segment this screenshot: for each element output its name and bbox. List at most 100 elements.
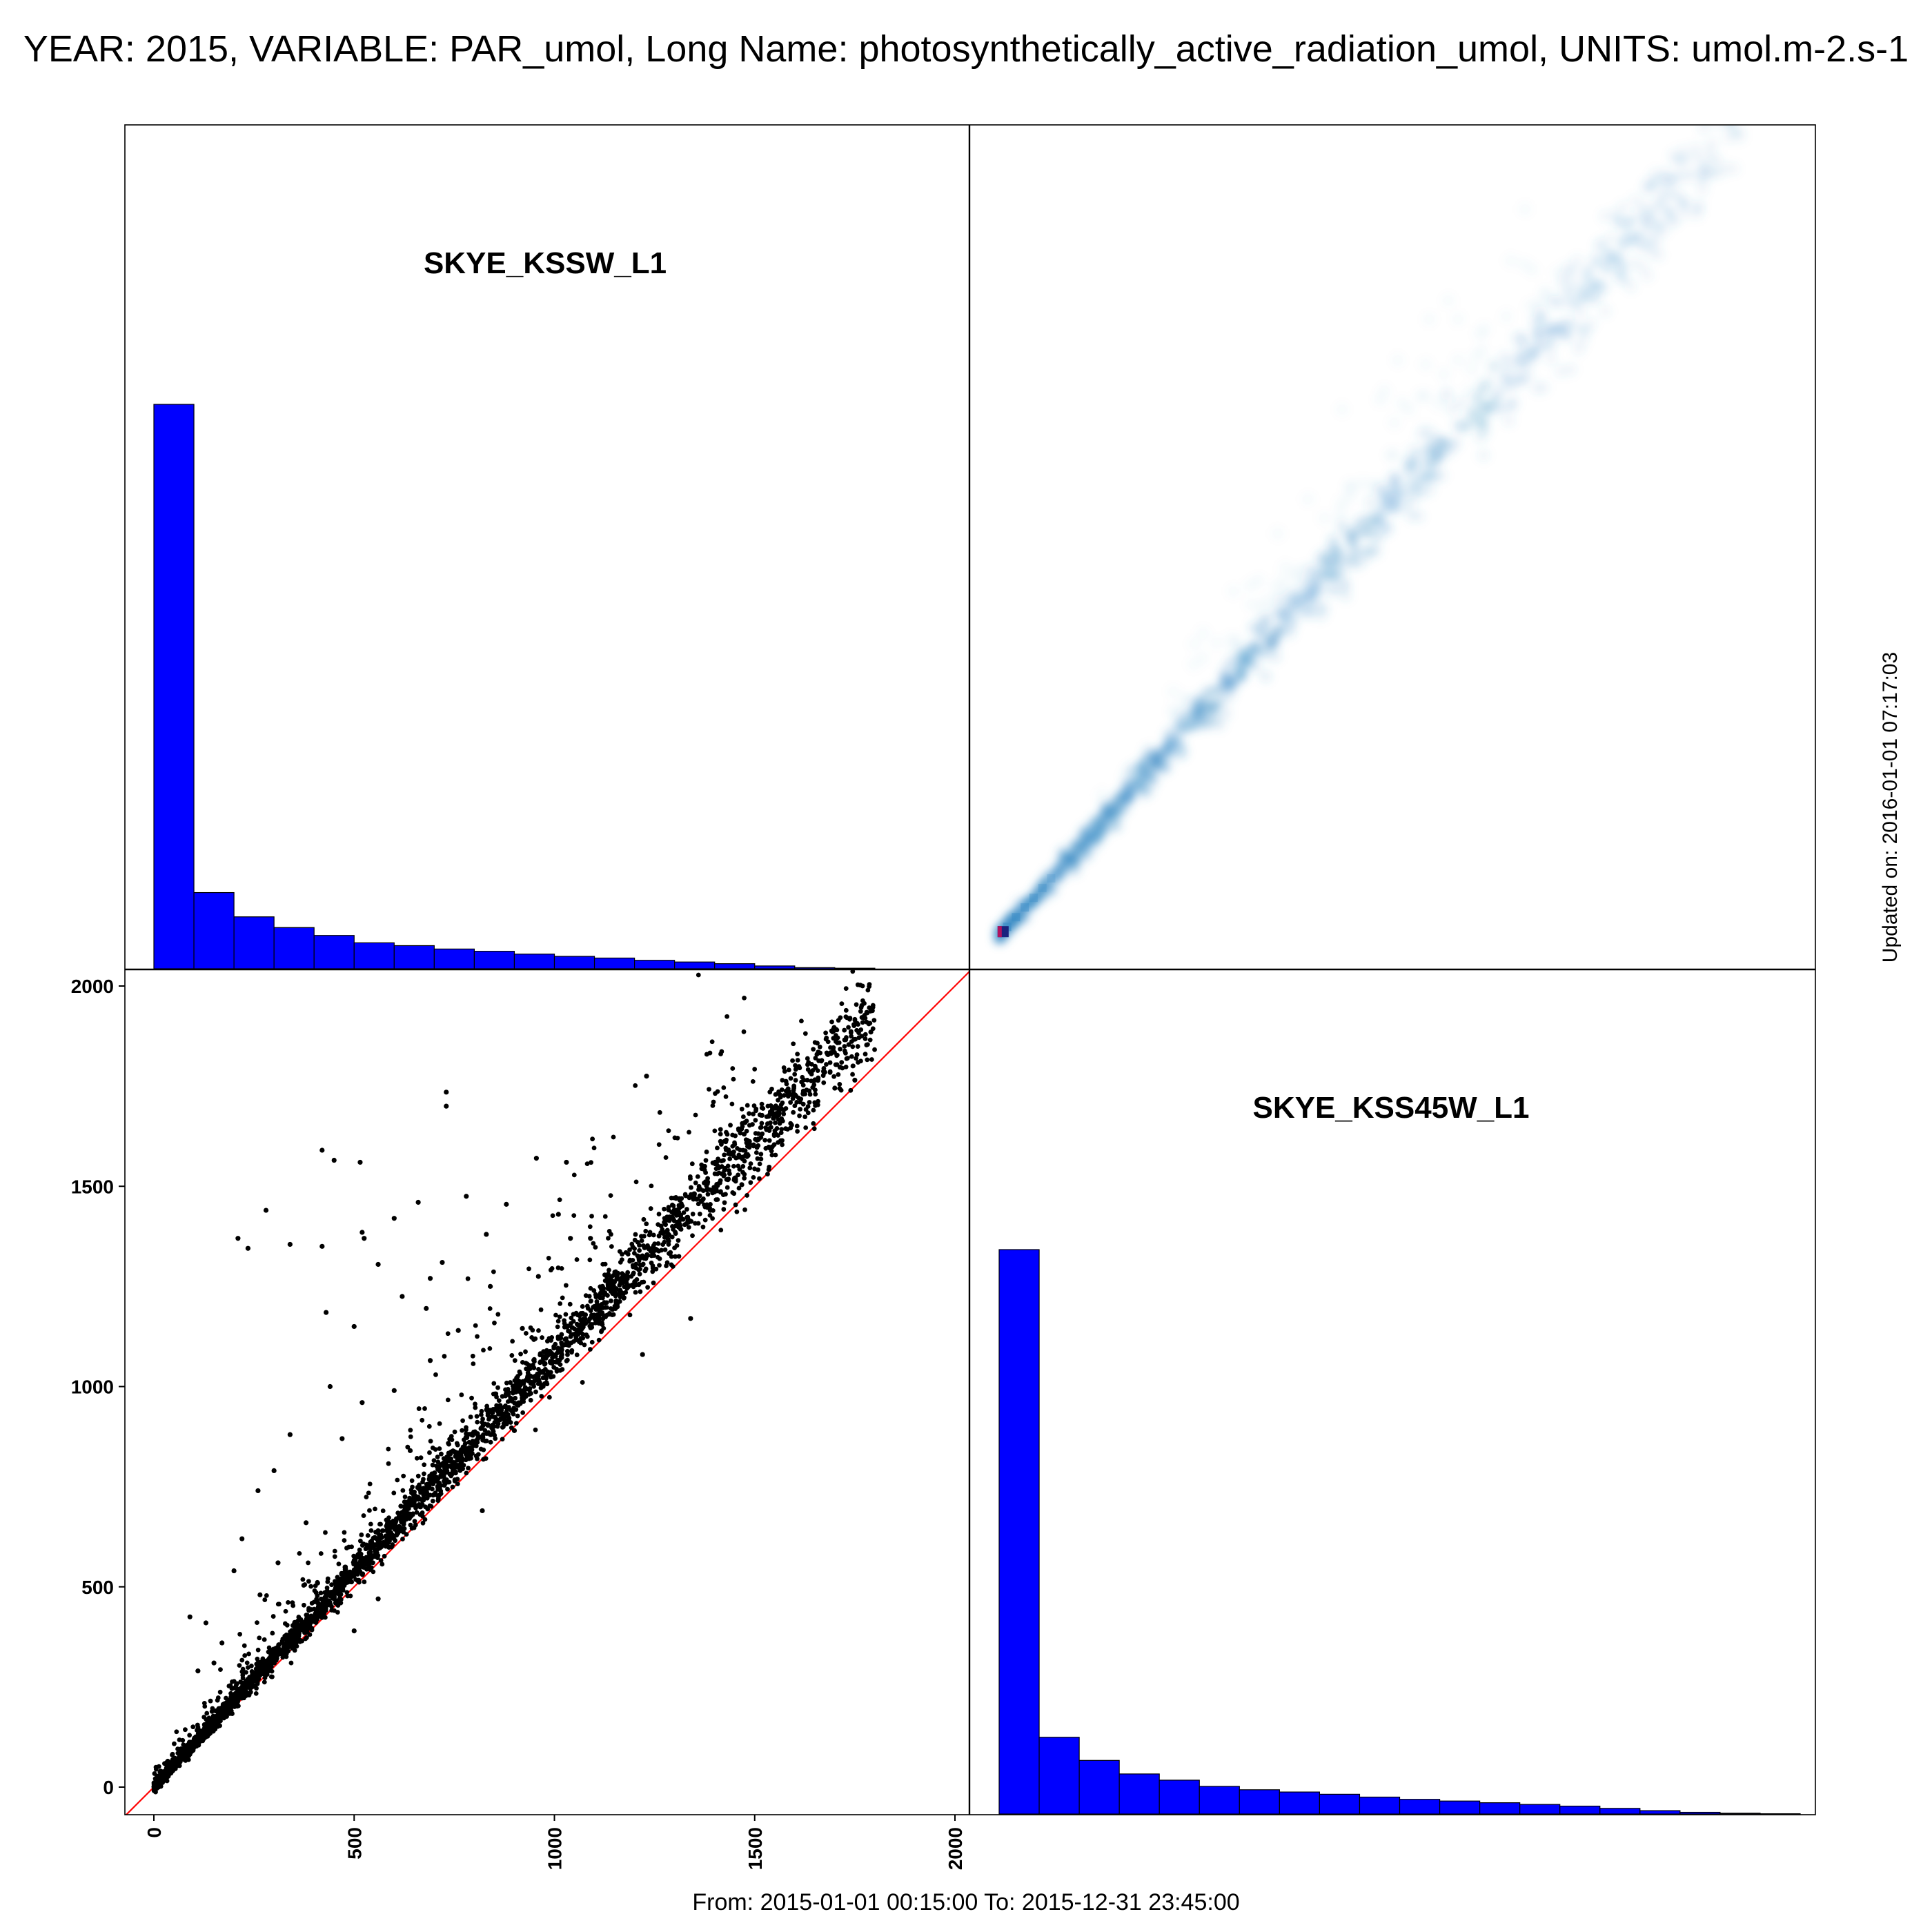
scatter-point bbox=[741, 1029, 747, 1034]
density-cell bbox=[1339, 589, 1352, 602]
density-cell bbox=[1449, 437, 1462, 450]
scatter-point bbox=[575, 1312, 580, 1318]
scatter-point bbox=[533, 1427, 538, 1432]
scatter-point bbox=[550, 1213, 555, 1219]
scatter-point bbox=[313, 1608, 319, 1614]
scatter-point bbox=[268, 1674, 274, 1679]
scatter-point bbox=[332, 1554, 337, 1559]
scatter-point bbox=[253, 1690, 259, 1696]
scatter-point bbox=[362, 1579, 367, 1584]
scatter-point bbox=[811, 1082, 817, 1087]
date-range-footer: From: 2015-01-01 00:15:00 To: 2015-12-31… bbox=[692, 1889, 1240, 1915]
scatter-point bbox=[647, 1246, 651, 1252]
scatter-point bbox=[437, 1421, 442, 1426]
density-cell bbox=[1283, 597, 1297, 610]
scatter-point bbox=[756, 1131, 761, 1136]
scatter-point bbox=[591, 1145, 597, 1151]
density-cell bbox=[1613, 251, 1626, 264]
scatter-point bbox=[800, 1092, 806, 1097]
scatter-point bbox=[799, 1018, 804, 1024]
scatter-point bbox=[575, 1323, 581, 1328]
scatter-point bbox=[849, 1039, 854, 1044]
scatter-point bbox=[257, 1635, 262, 1641]
scatter-point bbox=[455, 1481, 460, 1487]
scatter-point bbox=[375, 1552, 381, 1558]
scatter-point bbox=[721, 1158, 726, 1163]
density-cell bbox=[1479, 401, 1492, 414]
scatter-point bbox=[202, 1704, 208, 1709]
scatter-point bbox=[587, 1224, 593, 1230]
density-cell bbox=[1407, 444, 1420, 457]
density-cell bbox=[1196, 651, 1210, 665]
scatter-point bbox=[700, 1224, 706, 1230]
scatter-point bbox=[471, 1361, 476, 1366]
scatter-point bbox=[755, 1156, 760, 1161]
scatter-point bbox=[262, 1666, 267, 1670]
scatter-point bbox=[662, 1221, 668, 1227]
density-cell bbox=[1317, 511, 1331, 525]
scatter-point bbox=[858, 983, 863, 988]
scatter-point bbox=[620, 1271, 625, 1276]
scatter-point bbox=[705, 1205, 710, 1210]
scatter-point bbox=[747, 1143, 751, 1148]
scatter-point bbox=[758, 1125, 764, 1130]
scatter-point bbox=[308, 1584, 314, 1589]
scatter-point bbox=[401, 1521, 406, 1527]
scatter-outlier bbox=[464, 1194, 469, 1199]
scatter-point bbox=[629, 1241, 635, 1247]
scatter-point bbox=[460, 1428, 465, 1433]
scatter-point bbox=[807, 1092, 813, 1097]
scatter-point bbox=[769, 1086, 774, 1092]
scatter-point bbox=[400, 1488, 406, 1493]
scatter-point bbox=[344, 1590, 350, 1595]
scatter-point bbox=[809, 1078, 814, 1084]
density-cell bbox=[1695, 110, 1707, 122]
density-cell bbox=[1179, 691, 1192, 705]
scatter-point bbox=[388, 1530, 393, 1535]
scatter-point bbox=[295, 1639, 301, 1644]
scatter-point bbox=[837, 1081, 842, 1087]
scatter-point bbox=[229, 1704, 235, 1709]
scatter-point bbox=[362, 1563, 367, 1568]
scatter-point bbox=[757, 1161, 762, 1167]
histogram-bar bbox=[433, 948, 475, 969]
density-cell bbox=[1677, 145, 1690, 158]
scatter-point bbox=[490, 1408, 495, 1413]
scatter-point bbox=[760, 1131, 765, 1136]
scatter-point bbox=[704, 1187, 709, 1192]
density-cell bbox=[1648, 203, 1661, 216]
scatter-point bbox=[687, 1130, 691, 1135]
scatter-point bbox=[836, 1018, 841, 1023]
scatter-outlier bbox=[852, 1077, 858, 1083]
density-cell bbox=[1711, 125, 1724, 130]
scatter-point bbox=[288, 1660, 294, 1666]
scatter-point bbox=[593, 1245, 598, 1250]
scatter-point bbox=[383, 1533, 388, 1539]
scatter-outlier bbox=[275, 1560, 281, 1566]
scatter-point bbox=[533, 1389, 538, 1394]
density-cell bbox=[1373, 393, 1387, 406]
density-cell bbox=[1451, 353, 1465, 367]
scatter-point bbox=[290, 1639, 295, 1644]
density-cell bbox=[1509, 331, 1523, 344]
scatter-point bbox=[473, 1441, 478, 1447]
scatter-point bbox=[402, 1494, 408, 1499]
histogram-bar bbox=[313, 935, 355, 969]
panel-frames bbox=[124, 124, 1816, 1815]
scatter-outlier bbox=[359, 1400, 365, 1406]
density-cell bbox=[1335, 518, 1348, 531]
density-cell bbox=[1238, 645, 1251, 658]
scatter-point bbox=[470, 1451, 475, 1456]
scatter-point bbox=[618, 1259, 623, 1265]
density-cell bbox=[1275, 607, 1288, 620]
scatter-point bbox=[867, 1037, 873, 1043]
scatter-point bbox=[800, 1083, 806, 1088]
scatter-point bbox=[751, 913, 756, 918]
density-cell bbox=[1390, 498, 1403, 511]
scatter-point bbox=[488, 1439, 493, 1445]
scatter-point bbox=[798, 1107, 803, 1112]
scatter-point bbox=[673, 1231, 678, 1236]
scatter-point bbox=[587, 1257, 593, 1263]
scatter-point bbox=[237, 1695, 242, 1700]
scatter-point bbox=[180, 1737, 186, 1743]
